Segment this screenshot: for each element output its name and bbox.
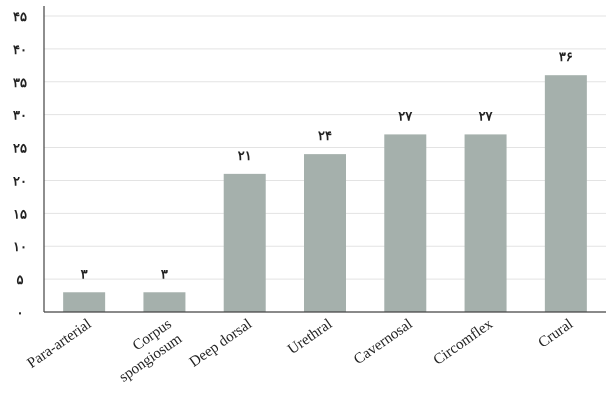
x-tick-label: Circomflex — [431, 316, 497, 369]
x-tick-label: Corpusspongiosum — [106, 316, 185, 386]
x-tick-label: Urethral — [285, 316, 335, 358]
bar — [223, 173, 266, 312]
data-label: ۲۷ — [479, 109, 494, 124]
data-label: ۳ — [81, 267, 88, 282]
data-label: ۲۴ — [318, 129, 332, 144]
y-tick-label: ۳۵ — [13, 76, 27, 91]
y-tick-label: ۱۰ — [13, 240, 27, 255]
bar — [143, 292, 186, 312]
bar — [464, 134, 507, 312]
y-axis-tick-labels: ۰ ۵ ۱۰ ۱۵ ۲۰ ۲۵ ۳۰ ۳۵ ۴۰ ۴۵ — [13, 10, 27, 321]
y-tick-label: ۲۰ — [13, 174, 27, 189]
x-tick-label: Deep dorsal — [187, 316, 255, 370]
bar — [544, 75, 587, 312]
y-tick-label: ۵ — [17, 273, 24, 288]
y-tick-label: ۰ — [17, 306, 24, 321]
x-axis-tick-labels: Para-arterial Corpusspongiosum Deep dorsal… — [25, 316, 577, 386]
x-tick-label: Cavernosal — [351, 316, 415, 368]
bar — [63, 292, 106, 312]
data-label: ۳ — [161, 267, 168, 282]
x-tick-label: Para-arterial — [25, 316, 95, 372]
y-tick-label: ۴۵ — [13, 10, 27, 25]
bars — [63, 75, 587, 312]
bar — [304, 154, 346, 312]
data-label: ۲۱ — [238, 149, 252, 164]
y-tick-label: ۳۰ — [13, 109, 27, 124]
data-labels: ۳ ۳ ۲۱ ۲۴ ۲۷ ۲۷ ۳۶ — [81, 50, 573, 282]
y-tick-label: ۲۵ — [13, 142, 27, 157]
data-label: ۲۷ — [398, 109, 413, 124]
data-label: ۳۶ — [559, 50, 573, 65]
gridlines — [44, 15, 606, 280]
y-tick-label: ۱۵ — [13, 207, 27, 222]
bar — [384, 134, 427, 312]
x-tick-label: Crural — [536, 316, 577, 351]
y-tick-label: ۴۰ — [13, 43, 27, 58]
